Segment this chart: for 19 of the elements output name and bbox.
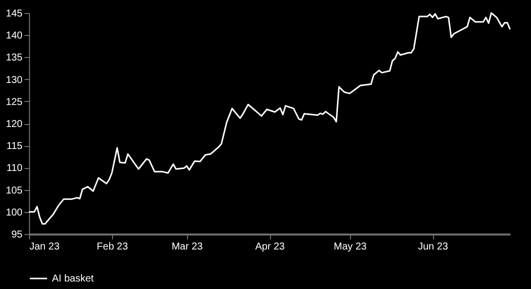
line-series <box>28 12 511 225</box>
x-tick-label: Jan 23 <box>30 242 60 252</box>
y-tick-label: 100 <box>6 207 23 218</box>
y-tick-label: 115 <box>6 141 23 152</box>
y-tick-label: 110 <box>6 163 23 174</box>
y-tick-label: 105 <box>6 185 23 196</box>
y-tick-label: 140 <box>6 30 23 42</box>
y-tick-label: 145 <box>6 8 23 20</box>
x-tick-label: Apr 23 <box>255 242 286 252</box>
y-tick-label: 135 <box>6 52 23 64</box>
y-tick-label: 95 <box>11 230 23 240</box>
x-tick-label: May 23 <box>334 242 367 252</box>
x-tick-label: Mar 23 <box>172 242 204 252</box>
y-tick-label: 130 <box>6 74 23 86</box>
x-tick-label: Jun 23 <box>418 242 448 252</box>
y-tick-label: 125 <box>6 96 23 108</box>
y-tick-label: 120 <box>6 119 23 130</box>
legend-label: AI basket <box>52 274 94 284</box>
x-tick-label: Feb 23 <box>96 242 128 252</box>
